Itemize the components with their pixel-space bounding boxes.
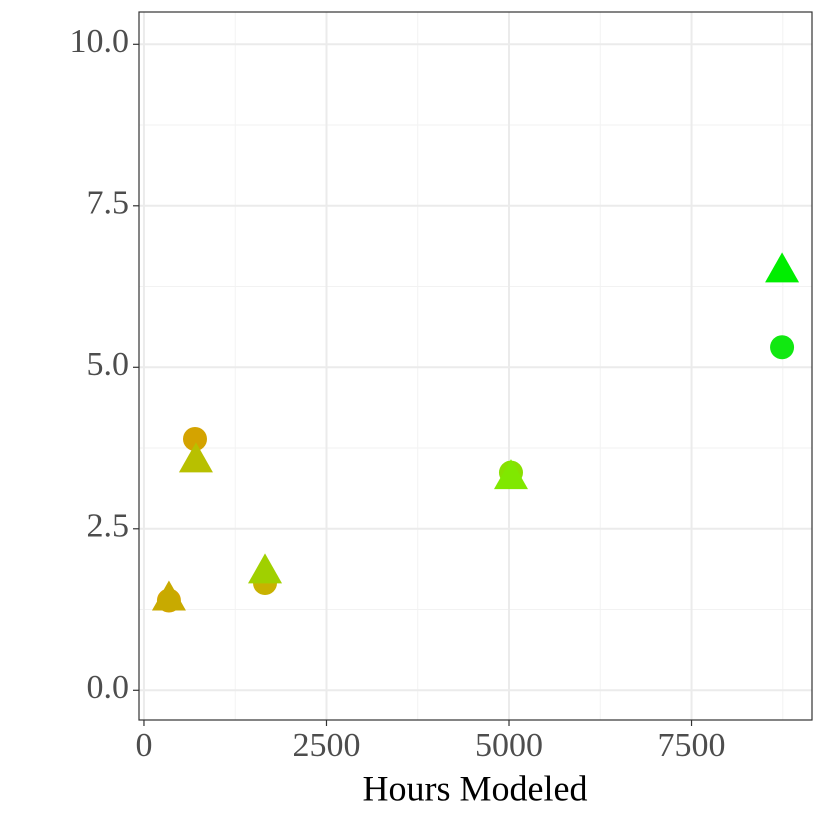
plot-border [138, 11, 813, 721]
triangle-point [493, 459, 528, 490]
x-tick-label: 2500 [292, 727, 360, 764]
x-axis-label: Hours Modeled [363, 768, 588, 808]
x-tick-label: 0 [135, 727, 152, 764]
x-tick-label: 5000 [475, 727, 543, 764]
triangle-point [248, 553, 283, 584]
x-tick-label: 7500 [658, 727, 726, 764]
marks [151, 252, 800, 613]
y-tick-label: 10.0 [70, 23, 130, 60]
circle-point [182, 426, 207, 451]
y-tick-label: 0.0 [87, 669, 130, 706]
y-tick-label: 7.5 [87, 185, 130, 222]
triangle-point [178, 442, 213, 473]
y-tick-label: 2.5 [87, 508, 130, 545]
plot-background [139, 12, 812, 720]
circle-point [770, 335, 795, 360]
triangle-point [151, 580, 186, 611]
triangle-point [765, 252, 800, 283]
y-tick-label: 5.0 [87, 346, 130, 383]
grid [139, 12, 812, 720]
